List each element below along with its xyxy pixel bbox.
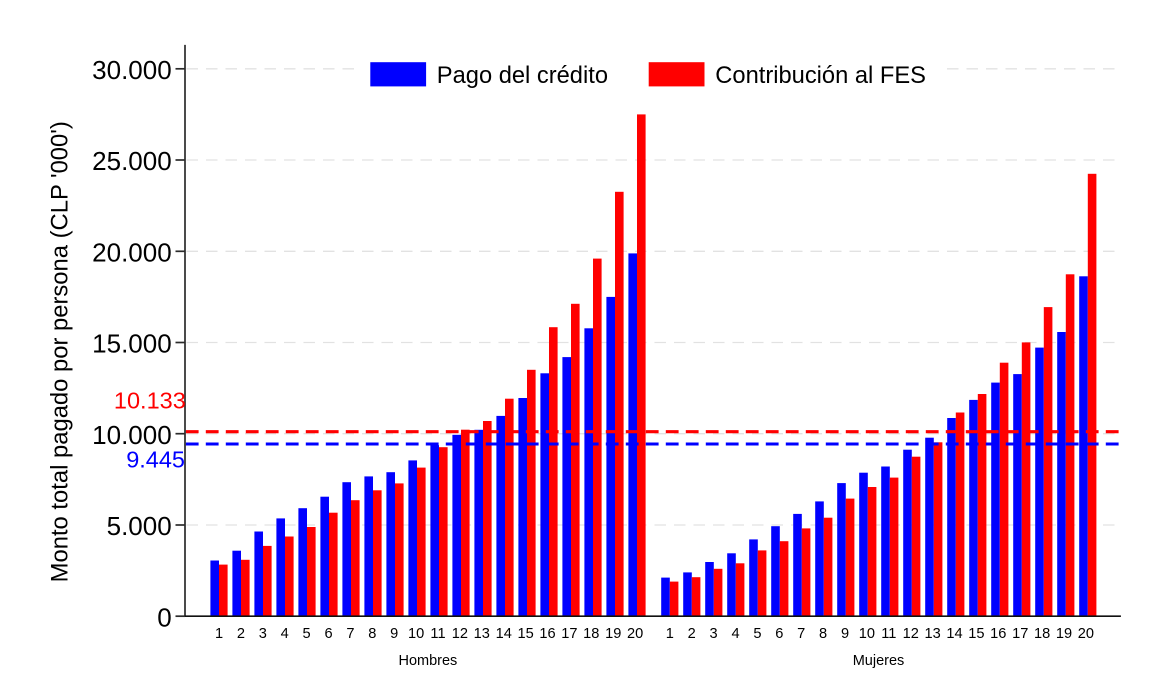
svg-text:9.445: 9.445	[126, 447, 185, 473]
svg-text:15.000: 15.000	[92, 329, 172, 359]
svg-text:30.000: 30.000	[92, 55, 172, 85]
svg-text:17: 17	[1012, 626, 1028, 642]
svg-text:5: 5	[303, 626, 311, 642]
svg-text:17: 17	[561, 626, 577, 642]
svg-text:20: 20	[1078, 626, 1094, 642]
svg-text:14: 14	[946, 626, 962, 642]
svg-text:11: 11	[430, 626, 445, 642]
svg-text:5.000: 5.000	[107, 511, 172, 541]
svg-text:10.133: 10.133	[114, 388, 186, 414]
svg-text:2: 2	[237, 626, 245, 642]
svg-text:Hombres: Hombres	[398, 653, 457, 669]
svg-text:0: 0	[157, 602, 171, 632]
svg-text:19: 19	[605, 626, 621, 642]
svg-text:6: 6	[324, 626, 332, 642]
svg-text:8: 8	[368, 626, 376, 642]
svg-text:7: 7	[346, 626, 354, 642]
svg-text:9: 9	[841, 626, 849, 642]
svg-text:Contribución al FES: Contribución al FES	[715, 63, 926, 89]
svg-text:13: 13	[474, 626, 490, 642]
svg-text:Monto total pagado por persona: Monto total pagado por persona (CLP '000…	[47, 121, 74, 582]
svg-text:4: 4	[731, 626, 739, 642]
svg-text:25.000: 25.000	[92, 146, 172, 176]
svg-text:6: 6	[775, 626, 783, 642]
svg-text:7: 7	[797, 626, 805, 642]
svg-text:1: 1	[666, 626, 674, 642]
svg-text:18: 18	[583, 626, 599, 642]
svg-text:2: 2	[688, 626, 696, 642]
svg-text:Mujeres: Mujeres	[853, 653, 905, 669]
svg-text:16: 16	[539, 626, 555, 642]
svg-text:15: 15	[517, 626, 533, 642]
svg-text:20.000: 20.000	[92, 238, 172, 268]
svg-text:9: 9	[390, 626, 398, 642]
svg-text:14: 14	[496, 626, 512, 642]
svg-text:10.000: 10.000	[92, 420, 172, 450]
svg-text:13: 13	[924, 626, 940, 642]
svg-text:18: 18	[1034, 626, 1050, 642]
svg-text:Pago del crédito: Pago del crédito	[437, 63, 608, 89]
svg-text:3: 3	[710, 626, 718, 642]
svg-text:5: 5	[753, 626, 761, 642]
svg-text:20: 20	[627, 626, 643, 642]
svg-text:8: 8	[819, 626, 827, 642]
svg-text:4: 4	[281, 626, 289, 642]
svg-text:3: 3	[259, 626, 267, 642]
svg-text:10: 10	[408, 626, 424, 642]
svg-text:11: 11	[881, 626, 896, 642]
svg-text:16: 16	[990, 626, 1006, 642]
svg-text:12: 12	[452, 626, 468, 642]
svg-text:1: 1	[215, 626, 223, 642]
svg-text:10: 10	[859, 626, 875, 642]
svg-text:19: 19	[1056, 626, 1072, 642]
svg-text:15: 15	[968, 626, 984, 642]
svg-text:12: 12	[903, 626, 919, 642]
